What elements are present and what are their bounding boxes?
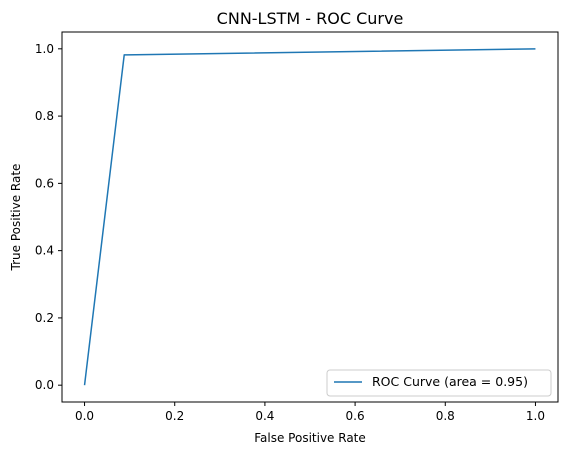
y-tick-label: 0.8	[35, 109, 54, 123]
legend-box	[326, 369, 552, 397]
x-tick-label: 0.4	[255, 409, 274, 423]
x-tick-label: 0.8	[436, 409, 455, 423]
plot-area-frame	[61, 31, 559, 403]
x-tick-label: 0.2	[165, 409, 184, 423]
y-axis-ticks: 0.0 0.2 0.4 0.6 0.8 1.0	[35, 42, 62, 392]
x-tick-label: 1.0	[526, 409, 545, 423]
series-layer	[83, 48, 536, 386]
y-tick-label: 0.0	[35, 378, 54, 392]
x-tick-label: 0.6	[346, 409, 365, 423]
x-axis-ticks: 0.0 0.2 0.4 0.6 0.8 1.0	[75, 402, 545, 423]
y-axis-label: True Positive Rate	[9, 164, 23, 272]
legend: ROC Curve (area = 0.95)	[326, 369, 552, 397]
legend-label-roc: ROC Curve (area = 0.95)	[372, 374, 528, 389]
y-tick-label: 0.2	[35, 311, 54, 325]
y-tick-label: 0.6	[35, 176, 54, 190]
y-tick-label: 1.0	[35, 42, 54, 56]
x-tick-label: 0.0	[75, 409, 94, 423]
x-axis-label: False Positive Rate	[254, 431, 366, 445]
chart-title: CNN-LSTM - ROC Curve	[217, 9, 404, 28]
y-tick-label: 0.4	[35, 244, 54, 258]
roc-curve-line	[83, 48, 536, 386]
